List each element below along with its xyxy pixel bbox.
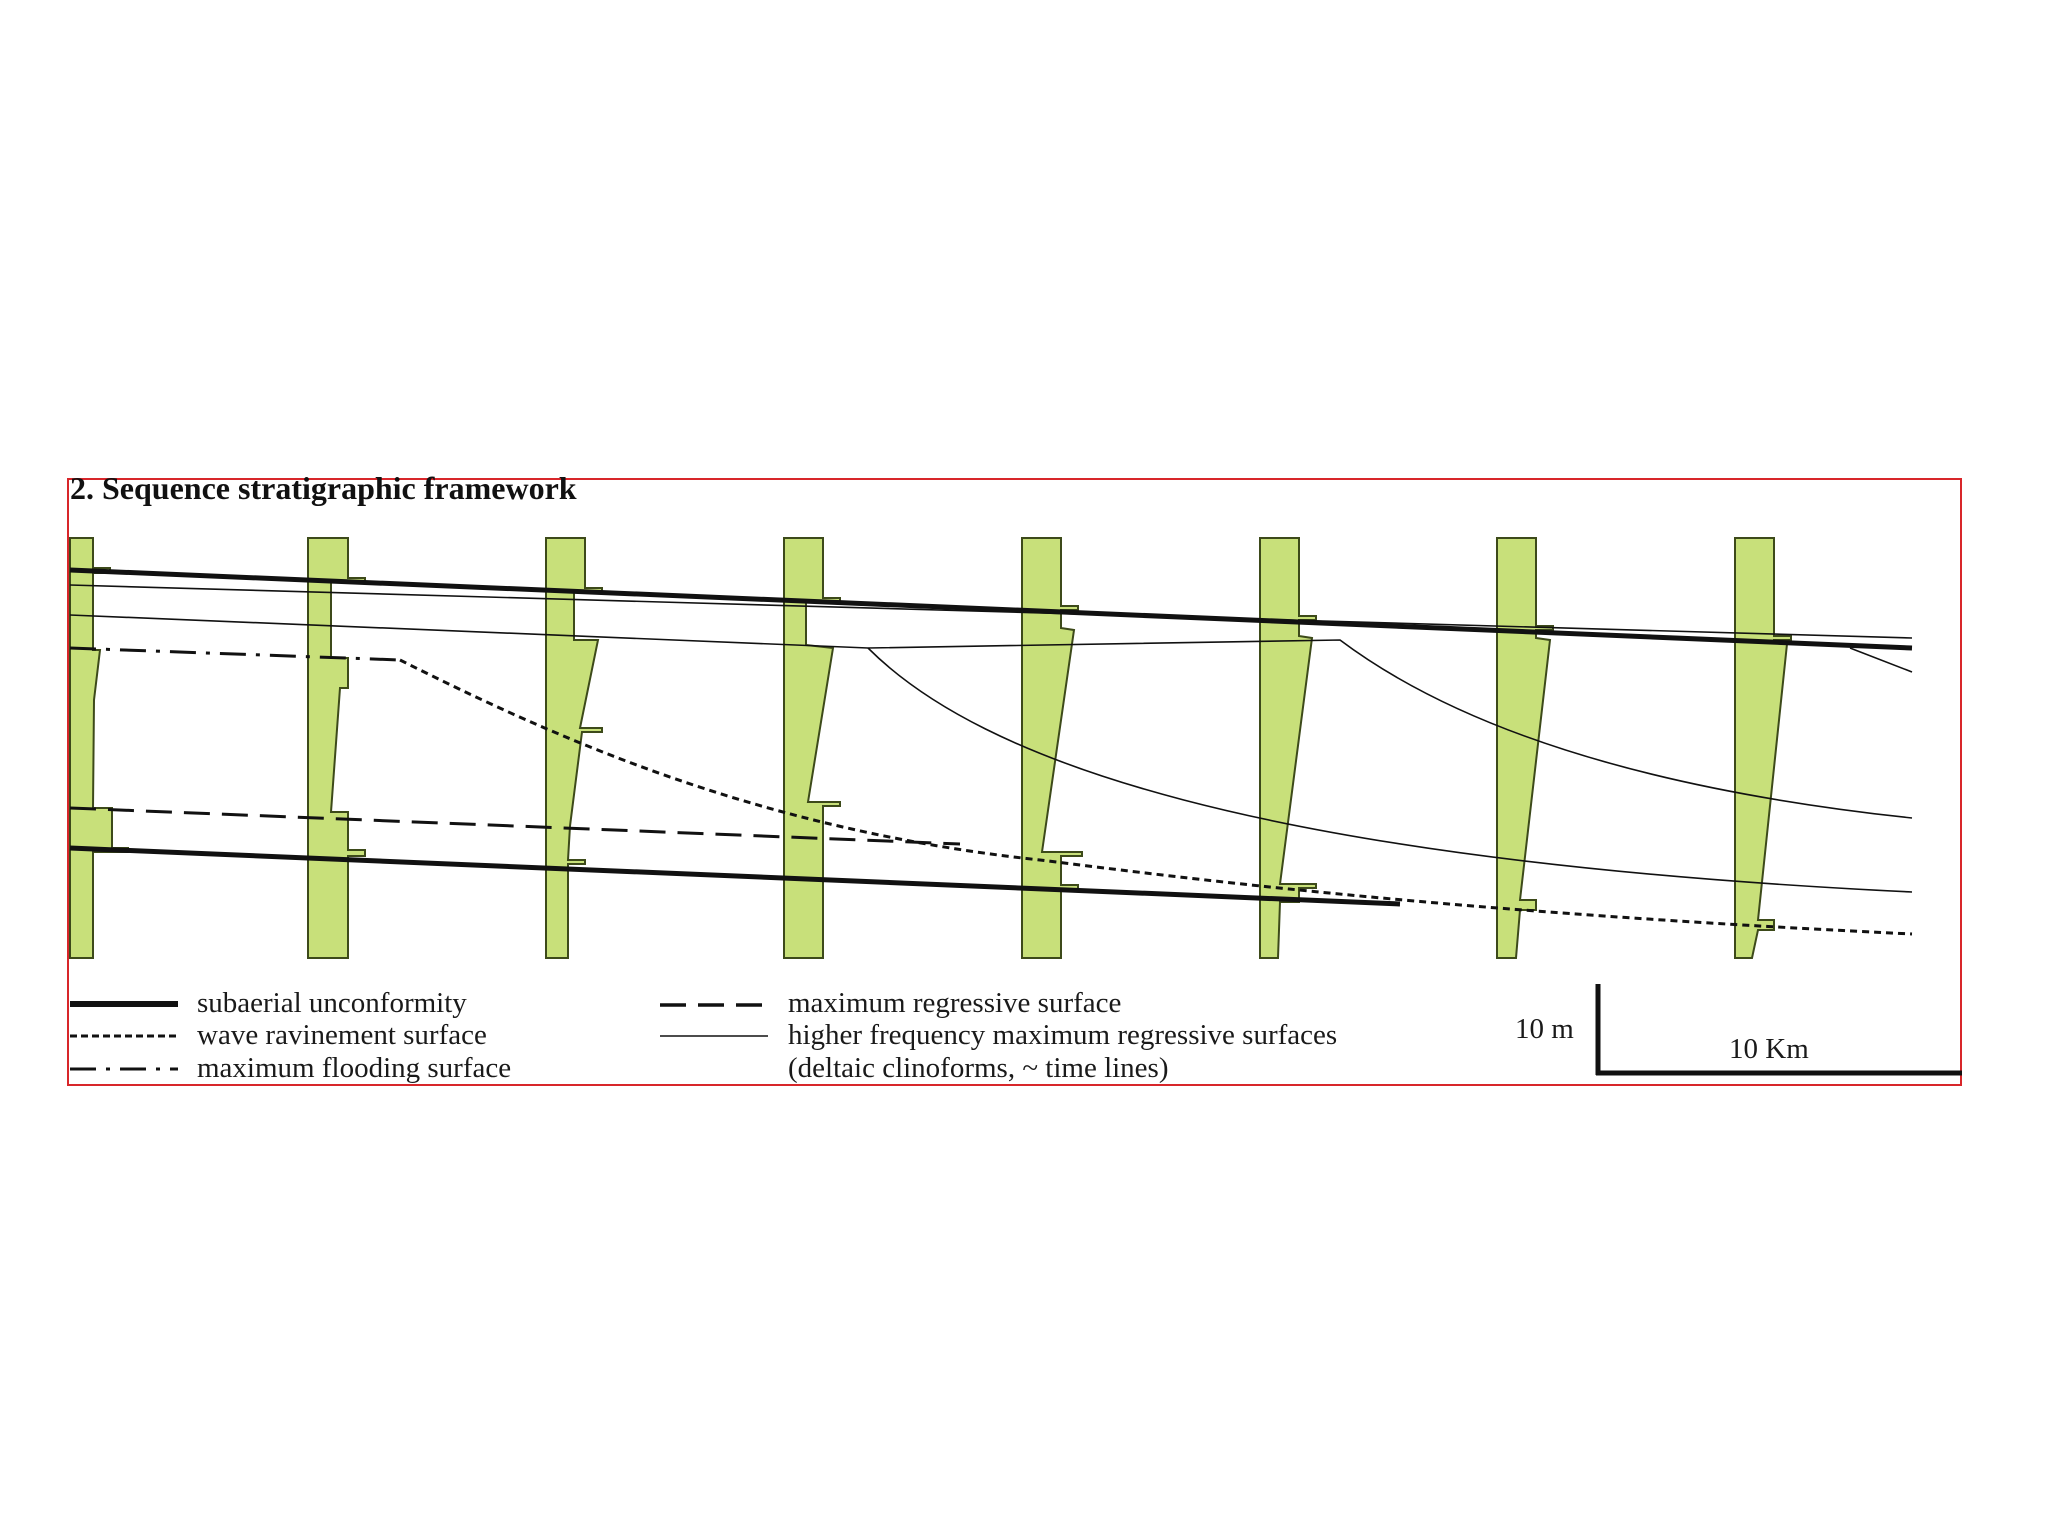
- well-log-2: [307, 537, 366, 959]
- well-log-3: [545, 537, 603, 959]
- scale-bar: [1595, 984, 1962, 1076]
- legend-label-wave-ravinement: wave ravinement surface: [197, 1019, 487, 1051]
- well-log-6: [1259, 537, 1317, 959]
- upper-subaerial-unconformity: [69, 567, 1913, 651]
- well-log-7: [1496, 537, 1554, 959]
- subaerial-unconformities: [69, 567, 1913, 907]
- figure-title: 2. Sequence stratigraphic framework: [70, 470, 577, 506]
- well-log-5: [1021, 537, 1083, 959]
- legend-label-higher-frequency-note: (deltaic clinoforms, ~ time lines): [788, 1052, 1169, 1084]
- scale-horizontal-label: 10 Km: [1729, 1033, 1809, 1065]
- well-log-8: [1734, 537, 1792, 959]
- lower-subaerial-unconformity: [69, 845, 1401, 907]
- hf-surface-top-2: [69, 614, 869, 649]
- figure-frame: [67, 478, 1962, 1086]
- well-log-1: [69, 537, 129, 959]
- clinoform-1: [867, 647, 1913, 893]
- wave-ravinement-surface: [399, 658, 1913, 936]
- well-logs: [69, 537, 1792, 959]
- legend-label-maximum-regressive: maximum regressive surface: [788, 987, 1121, 1019]
- clinoform-3: [1849, 647, 1913, 673]
- well-log-4: [783, 537, 841, 959]
- legend-label-higher-frequency: higher frequency maximum regressive surf…: [788, 1019, 1337, 1051]
- legend-label-maximum-flooding: maximum flooding surface: [197, 1052, 511, 1084]
- maximum-regressive-surface: [69, 806, 961, 846]
- clinoform-2: [867, 639, 1913, 819]
- scale-vertical-label: 10 m: [1515, 1013, 1574, 1045]
- legend: [70, 1001, 768, 1071]
- maximum-flooding-surface: [69, 646, 401, 662]
- legend-label-subaerial-unconformity: subaerial unconformity: [197, 987, 467, 1019]
